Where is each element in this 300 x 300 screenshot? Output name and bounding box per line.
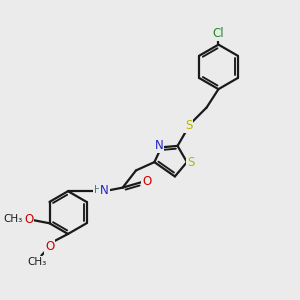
Text: CH₃: CH₃ — [28, 256, 47, 267]
Text: CH₃: CH₃ — [3, 214, 22, 224]
Text: N: N — [154, 139, 163, 152]
Text: O: O — [45, 240, 54, 253]
Text: O: O — [24, 213, 33, 226]
Text: O: O — [142, 175, 152, 188]
Text: N: N — [100, 184, 109, 196]
Text: Cl: Cl — [213, 27, 224, 40]
Text: H: H — [94, 185, 102, 195]
Text: S: S — [185, 118, 192, 132]
Text: S: S — [187, 156, 194, 169]
